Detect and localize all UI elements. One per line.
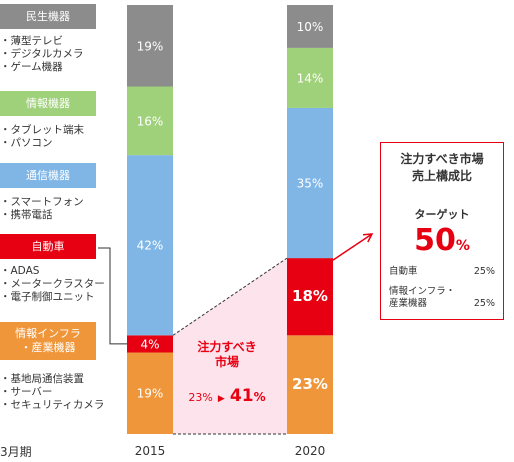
- bar-value-label: 4%: [140, 337, 159, 351]
- legend-connector: [98, 247, 127, 345]
- target-arrow: [332, 233, 373, 261]
- bar-value-label: 10%: [297, 20, 324, 34]
- legend-items-4: ・基地局通信装置 ・サーバー ・セキュリティカメラ: [0, 373, 110, 412]
- bar-segment: [127, 5, 173, 87]
- target-row: 情報インフラ・ 産業機器 25%: [389, 286, 495, 310]
- legend-item: ・サーバー: [0, 386, 53, 398]
- legend-box-2: 通信機器: [0, 163, 96, 188]
- bar-segment: [287, 47, 333, 108]
- target-row-label: 自動車: [389, 266, 418, 277]
- growth-from: 23%: [188, 391, 213, 404]
- target-row-value: 25%: [473, 298, 495, 309]
- legend-item: ・タブレット端末: [0, 124, 84, 136]
- legend-items-0: ・薄型テレビ ・デジタルカメラ ・ゲーム機器: [0, 35, 110, 74]
- bar-value-label: 14%: [297, 71, 324, 85]
- legend-item: ・パソコン: [0, 137, 53, 149]
- legend-item: ・スマートフォン: [0, 196, 84, 208]
- target-number: 50: [414, 223, 456, 258]
- target-box: 注力すべき市場 売上構成比 ターゲット 50% 自動車 25% 情報インフラ・ 産業機器…: [380, 142, 504, 320]
- bar-segment: [287, 5, 333, 48]
- legend-item: ・基地局通信装置: [0, 373, 84, 385]
- legend-item: ・電子制御ユニット: [0, 291, 95, 303]
- bar-segment: [127, 86, 173, 156]
- bar-value-label: 35%: [297, 177, 324, 191]
- growth-to: 41: [229, 386, 254, 406]
- bar-value-label: 16%: [137, 114, 164, 128]
- bar-segment: [127, 155, 173, 336]
- bar-value-label: 18%: [292, 287, 328, 305]
- focus-market-callout: 注力すべき 市場: [172, 340, 282, 370]
- legend-box-3: 自動車: [0, 234, 96, 259]
- legend-box-0: 民生機器: [0, 4, 96, 29]
- legend-items-3: ・ADAS ・メータークラスター ・電子制御ユニット: [0, 265, 110, 304]
- focus-market-growth: 23% ▶ 41%: [172, 386, 282, 406]
- growth-arrow-icon: ▶: [217, 394, 225, 404]
- legend-item: ・携帯電話: [0, 209, 53, 221]
- x-tick-label: 2015: [135, 444, 166, 458]
- bar-value-label: 23%: [292, 375, 328, 393]
- bar-segment: [287, 258, 333, 336]
- legend-item: ・デジタルカメラ: [0, 48, 84, 60]
- bar-value-label: 19%: [137, 39, 164, 53]
- legend-box-4: 情報インフラ ・産業機器: [0, 322, 96, 360]
- target-row: 自動車 25%: [389, 266, 495, 278]
- bar-segment: [127, 335, 173, 353]
- bar-segment: [287, 107, 333, 259]
- bar-segment: [287, 335, 333, 434]
- target-value: 50%: [381, 223, 503, 258]
- target-label: ターゲット: [414, 208, 470, 221]
- x-tick-label: 2020: [295, 444, 326, 458]
- legend-item: ・ADAS: [0, 265, 40, 277]
- target-unit: %: [455, 238, 470, 254]
- arrow-head-icon: [362, 233, 374, 243]
- target-box-title: 注力すべき市場 売上構成比: [400, 152, 484, 183]
- legend-box-1: 情報機器: [0, 91, 96, 116]
- bar-segment: [127, 352, 173, 434]
- legend-items-1: ・タブレット端末 ・パソコン: [0, 124, 110, 150]
- bar-value-label: 42%: [137, 239, 164, 253]
- bar-value-label: 19%: [137, 387, 164, 401]
- legend-item: ・メータークラスター: [0, 278, 105, 290]
- legend-items-2: ・スマートフォン ・携帯電話: [0, 196, 110, 222]
- growth-to-unit: %: [253, 390, 266, 404]
- callout-title: 注力すべき 市場: [197, 340, 257, 369]
- focus-market-area: [173, 258, 287, 434]
- target-row-value: 25%: [473, 266, 495, 277]
- legend-item: ・ゲーム機器: [0, 61, 63, 73]
- period-label: 3月期: [0, 445, 32, 459]
- target-row-label: 情報インフラ・ 産業機器: [389, 286, 456, 309]
- legend-item: ・セキュリティカメラ: [0, 399, 105, 411]
- focus-dashed-line: [172, 257, 288, 336]
- legend-item: ・薄型テレビ: [0, 35, 63, 47]
